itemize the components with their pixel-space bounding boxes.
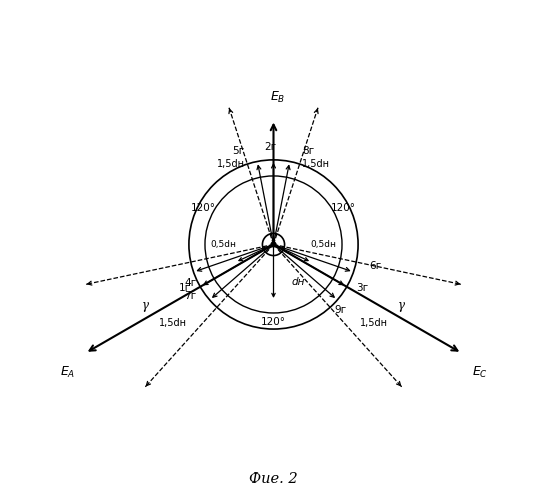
Text: $E_B$: $E_B$ [270, 90, 285, 105]
Text: dн: dн [292, 277, 305, 287]
Text: 120°: 120° [261, 317, 286, 327]
Text: 6г: 6г [369, 260, 381, 270]
Text: 4г: 4г [184, 278, 196, 288]
Text: 5г: 5г [232, 146, 245, 156]
Text: γ: γ [398, 299, 405, 312]
Text: 120°: 120° [331, 204, 356, 214]
Text: 1г: 1г [178, 283, 191, 293]
Circle shape [271, 242, 276, 247]
Text: 1,5dн: 1,5dн [302, 159, 330, 169]
Text: 7г: 7г [184, 291, 196, 301]
Text: $E_C$: $E_C$ [472, 365, 488, 380]
Text: 1,5dн: 1,5dн [217, 159, 245, 169]
Text: γ: γ [142, 299, 149, 312]
Text: 120°: 120° [191, 204, 216, 214]
Text: Фие. 2: Фие. 2 [249, 472, 298, 486]
Text: 8г: 8г [302, 146, 315, 156]
Text: 1,5dн: 1,5dн [159, 318, 187, 328]
Text: 9г: 9г [335, 305, 347, 315]
Text: 0,5dн: 0,5dн [211, 240, 236, 249]
Text: $E_A$: $E_A$ [60, 365, 75, 380]
Text: 1,5dн: 1,5dн [360, 318, 388, 328]
Text: 3г: 3г [356, 283, 369, 293]
Text: 2г: 2г [264, 142, 276, 152]
Text: 0,5dн: 0,5dн [311, 240, 336, 249]
